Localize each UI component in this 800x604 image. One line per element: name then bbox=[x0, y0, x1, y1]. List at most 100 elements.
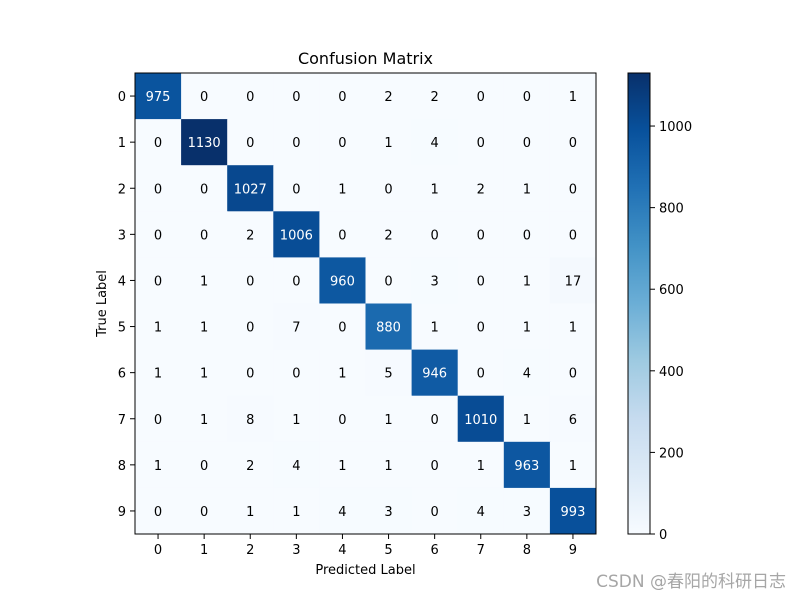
cell-value-label: 1 bbox=[569, 459, 577, 474]
cell-value-label: 2 bbox=[246, 228, 254, 243]
colorbar-ticks: 0 200 400 600 800 1000 bbox=[650, 120, 692, 543]
cell-value-label: 1 bbox=[384, 459, 392, 474]
plot-frame bbox=[134, 72, 597, 535]
heatmap-cell bbox=[227, 395, 274, 443]
heatmap-cell bbox=[549, 487, 597, 535]
cell-value-label: 3 bbox=[523, 505, 531, 520]
cell-value-label: 7 bbox=[292, 321, 300, 336]
heatmap-cell bbox=[227, 211, 274, 258]
heatmap-cell bbox=[227, 73, 274, 120]
heatmap-cell bbox=[503, 303, 551, 351]
heatmap-cell bbox=[273, 349, 320, 397]
heatmap-cell bbox=[411, 165, 459, 212]
heatmap-cell bbox=[411, 211, 459, 258]
heatmap-cell bbox=[319, 487, 366, 535]
cell-value-label: 946 bbox=[422, 367, 447, 382]
heatmap-cell bbox=[227, 349, 274, 397]
x-tick-label: 2 bbox=[246, 543, 254, 558]
heatmap-cell bbox=[411, 441, 459, 489]
x-tick-label: 9 bbox=[569, 543, 577, 558]
colorbar-tick-label: 600 bbox=[659, 283, 684, 298]
cell-value-label: 4 bbox=[523, 367, 531, 382]
cell-value-label: 6 bbox=[569, 413, 577, 428]
cell-value-label: 0 bbox=[292, 182, 300, 197]
heatmap-cell bbox=[273, 165, 320, 212]
x-tick-label: 1 bbox=[200, 543, 208, 558]
heatmap-cell bbox=[227, 441, 274, 489]
heatmap-cell bbox=[181, 487, 228, 535]
heatmap-cell bbox=[549, 257, 597, 304]
x-tick-label: 8 bbox=[523, 543, 531, 558]
heatmap-cell bbox=[319, 303, 366, 351]
heatmap-cell bbox=[227, 303, 274, 351]
cell-value-label: 1 bbox=[523, 321, 531, 336]
cell-value-label: 1 bbox=[569, 90, 577, 105]
cell-value-label: 0 bbox=[477, 274, 485, 289]
heatmap-cell bbox=[273, 487, 320, 535]
heatmap-cell bbox=[135, 211, 182, 258]
heatmap-cell bbox=[273, 441, 320, 489]
y-tick-label: 4 bbox=[118, 274, 126, 289]
heatmap-cell bbox=[503, 257, 551, 304]
cell-value-label: 0 bbox=[384, 274, 392, 289]
heatmap-cell bbox=[181, 349, 228, 397]
heatmap-cell bbox=[549, 395, 597, 443]
heatmap-cell bbox=[549, 211, 597, 258]
heatmap-cell bbox=[503, 165, 551, 212]
cell-value-label: 0 bbox=[431, 505, 439, 520]
heatmap-cell bbox=[273, 303, 320, 351]
heatmap-cell bbox=[181, 257, 228, 304]
cell-value-label: 1130 bbox=[188, 136, 221, 151]
cell-value-label: 0 bbox=[154, 228, 162, 243]
heatmap-cell bbox=[457, 73, 505, 120]
cell-value-label: 1027 bbox=[234, 182, 267, 197]
colorbar-tick-label: 1000 bbox=[659, 120, 692, 135]
heatmap-cell bbox=[319, 211, 366, 258]
heatmap-cell bbox=[365, 303, 413, 351]
x-tick-label: 3 bbox=[292, 543, 300, 558]
colorbar-tick-label: 800 bbox=[659, 202, 684, 217]
cell-value-label: 975 bbox=[146, 90, 171, 105]
cell-value-label: 0 bbox=[246, 367, 254, 382]
cell-value-label: 1 bbox=[338, 459, 346, 474]
heatmap-cell bbox=[135, 73, 182, 120]
cell-value-label: 0 bbox=[338, 228, 346, 243]
heatmap-cell bbox=[365, 257, 413, 304]
cell-value-label: 3 bbox=[384, 505, 392, 520]
heatmap-cell bbox=[503, 73, 551, 120]
heatmap-cell bbox=[411, 349, 459, 397]
colorbar-tick-label: 0 bbox=[659, 528, 667, 543]
colorbar: 0 200 400 600 800 1000 bbox=[627, 72, 692, 543]
y-axis-label: True Label bbox=[95, 270, 110, 338]
cell-value-label: 1 bbox=[154, 459, 162, 474]
cell-value-label: 0 bbox=[154, 274, 162, 289]
y-tick-label: 3 bbox=[118, 228, 126, 243]
cell-value-label: 0 bbox=[154, 182, 162, 197]
cell-value-label: 1 bbox=[292, 505, 300, 520]
cell-value-label: 1 bbox=[338, 367, 346, 382]
cell-value-label: 0 bbox=[384, 182, 392, 197]
heatmap-cell bbox=[503, 487, 551, 535]
cell-value-label: 4 bbox=[292, 459, 300, 474]
heatmap-cell bbox=[365, 395, 413, 443]
heatmap-cell bbox=[181, 441, 228, 489]
cell-value-label: 0 bbox=[431, 459, 439, 474]
cell-value-label: 1 bbox=[384, 413, 392, 428]
cell-value-label: 0 bbox=[569, 136, 577, 151]
cell-value-label: 0 bbox=[154, 136, 162, 151]
y-tick-label: 6 bbox=[118, 367, 126, 382]
cell-value-label: 0 bbox=[292, 90, 300, 105]
heatmap-cell bbox=[135, 119, 182, 166]
x-axis-ticks: 0 1 2 3 4 5 6 7 8 9 bbox=[154, 534, 577, 558]
heatmap-cells bbox=[135, 73, 597, 535]
heatmap-cell bbox=[365, 165, 413, 212]
cell-value-label: 960 bbox=[330, 274, 355, 289]
heatmap-cell bbox=[503, 395, 551, 443]
heatmap-cell bbox=[319, 395, 366, 443]
heatmap-cell bbox=[457, 211, 505, 258]
cell-value-label: 8 bbox=[246, 413, 254, 428]
x-tick-label: 0 bbox=[154, 543, 162, 558]
cell-value-labels: 975 0 0 0 0 2 2 0 0 10 1130 0 0 0 1 4 0 0 00 0 1027 0 1 0 1 2 1 00 0… bbox=[146, 90, 586, 520]
cell-value-label: 0 bbox=[200, 228, 208, 243]
